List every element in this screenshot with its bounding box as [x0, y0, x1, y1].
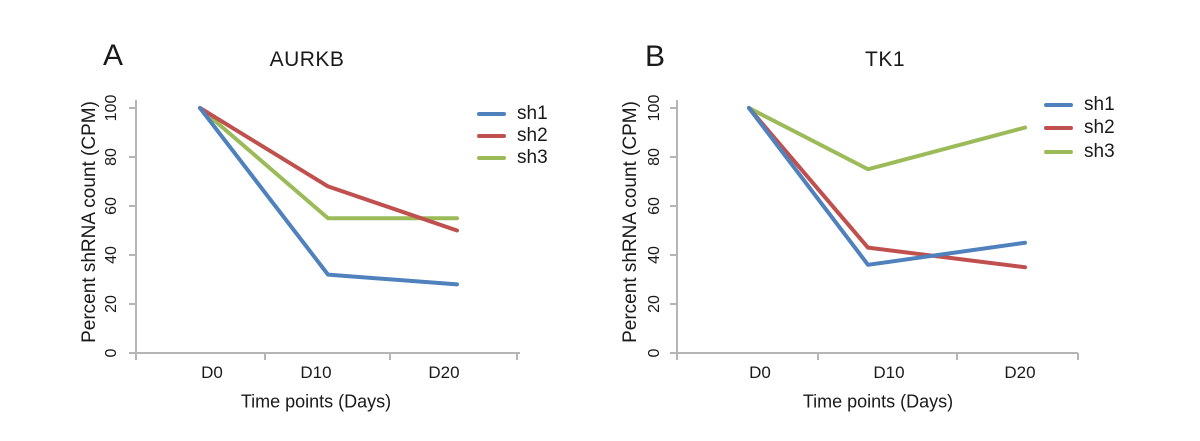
series-line-sh1: [198, 106, 459, 287]
legend-swatch-sh2: [1044, 126, 1073, 130]
y-tick-label: 20: [646, 295, 663, 313]
x-axis-label-b: Time points (Days): [802, 391, 954, 412]
plot-tk1: [670, 100, 1079, 360]
y-tick-label: 60: [646, 197, 663, 215]
y-tick-label: 0: [646, 348, 663, 358]
panel-label-b: B: [644, 40, 666, 73]
x-tick-label-d20: D20: [1004, 363, 1036, 382]
legend-label-sh2: sh2: [517, 125, 548, 146]
x-tick-label-d10: D10: [300, 363, 332, 382]
axis-lines: [135, 100, 520, 354]
y-tick-label: 100: [646, 94, 663, 122]
panel-label-a: A: [102, 39, 124, 72]
legend-label-sh1: sh1: [517, 103, 548, 124]
legend-swatch-sh3: [1044, 150, 1073, 154]
plot-aurkb: [129, 100, 520, 360]
chart-title-tk1: TK1: [864, 48, 906, 71]
legend-item-sh2: sh2: [1044, 117, 1115, 139]
legend-swatch-sh2: [477, 134, 506, 138]
series-line-sh3: [198, 106, 459, 221]
y-axis-label-a: Percent shRNA count (CPM): [79, 101, 100, 343]
y-tick-label: 40: [646, 246, 663, 264]
y-axis-label-b: Percent shRNA count (CPM): [620, 101, 641, 343]
legend-label-sh2: sh2: [1084, 117, 1115, 138]
legend-item-sh1: sh1: [477, 103, 548, 125]
y-tick-label: 0: [103, 348, 120, 358]
x-tick-label-d0: D0: [201, 363, 223, 382]
legend-item-sh2: sh2: [477, 125, 548, 147]
y-tick-label: 20: [103, 295, 120, 313]
series-line-sh1: [747, 106, 1027, 267]
legend-item-sh3: sh3: [1044, 141, 1115, 163]
x-axis-label-a: Time points (Days): [240, 391, 392, 412]
legend-swatch-sh1: [1044, 103, 1073, 107]
x-tick-label-d20: D20: [428, 363, 460, 382]
legend-swatch-sh3: [477, 156, 506, 160]
series-line-sh3: [747, 106, 1027, 172]
legend-label-sh3: sh3: [1084, 141, 1115, 162]
legend-label-sh1: sh1: [1084, 94, 1115, 115]
y-tick-label: 80: [646, 148, 663, 166]
legend-item-sh3: sh3: [477, 147, 548, 169]
y-tick-label: 40: [103, 246, 120, 264]
legend-label-sh3: sh3: [517, 147, 548, 168]
x-tick-label-d0: D0: [749, 363, 771, 382]
series-line-sh2: [198, 106, 459, 233]
chart-title-aurkb: AURKB: [269, 48, 345, 71]
y-tick-label: 60: [103, 197, 120, 215]
y-tick-label: 80: [103, 148, 120, 166]
x-tick-label-d10: D10: [873, 363, 905, 382]
legend-item-sh1: sh1: [1044, 94, 1115, 116]
series-line-sh2: [747, 106, 1027, 270]
legend-swatch-sh1: [477, 112, 506, 116]
y-tick-label: 100: [103, 94, 120, 122]
axis-lines: [676, 100, 1078, 354]
